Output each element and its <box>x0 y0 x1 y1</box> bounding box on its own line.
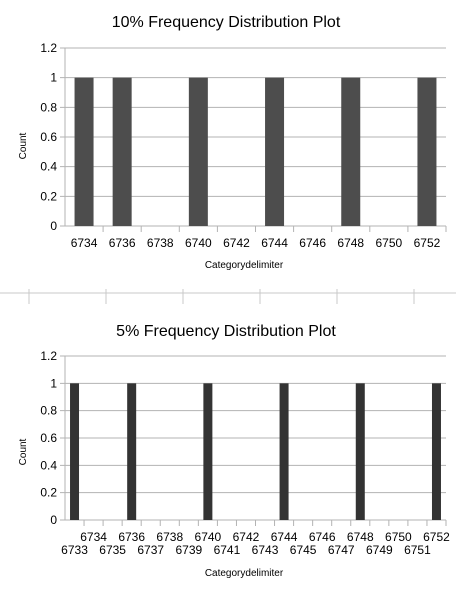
y-tick-label: 1 <box>50 376 57 390</box>
x-tick-label: 6736 <box>118 530 145 544</box>
x-tick-label: 6734 <box>71 236 98 250</box>
x-tick-label: 6740 <box>185 236 212 250</box>
bar-6736 <box>112 77 132 227</box>
bar-6744 <box>265 77 285 227</box>
x-tick-label: 6750 <box>385 530 412 544</box>
x-tick-label: 6751 <box>404 543 431 557</box>
bar-6736 <box>127 383 137 520</box>
y-axis-label: Count <box>18 132 29 159</box>
y-tick-label: 0.2 <box>40 189 57 203</box>
x-tick-label: 6738 <box>156 530 183 544</box>
bar-6748 <box>341 77 361 227</box>
x-tick-label: 6748 <box>347 530 374 544</box>
chart-title: 10% Frequency Distribution Plot <box>112 14 341 31</box>
bar-6734 <box>74 77 94 227</box>
bar-6752 <box>431 383 441 520</box>
x-tick-label: 6743 <box>252 543 279 557</box>
bar-6748 <box>355 383 365 520</box>
y-axis-label: Count <box>18 438 29 465</box>
y-tick-label: 0.2 <box>40 486 57 500</box>
bar-6744 <box>279 383 289 520</box>
y-tick-label: 0.8 <box>40 404 57 418</box>
x-tick-label: 6742 <box>233 530 260 544</box>
x-tick-label: 6735 <box>99 543 126 557</box>
x-tick-label: 6733 <box>61 543 88 557</box>
y-tick-label: 1 <box>50 71 57 85</box>
x-tick-label: 6752 <box>423 530 450 544</box>
y-tick-label: 0 <box>50 513 57 527</box>
y-tick-label: 1.2 <box>40 41 57 55</box>
x-tick-label: 6747 <box>328 543 355 557</box>
x-tick-label: 6746 <box>309 530 336 544</box>
x-tick-label: 6746 <box>299 236 326 250</box>
x-tick-label: 6739 <box>175 543 202 557</box>
chart-10-percent: 10% Frequency Distribution Plot 0 0.2 0.4 0… <box>18 14 447 271</box>
bar-6752 <box>417 77 437 227</box>
x-tick-label: 6749 <box>366 543 393 557</box>
x-tick-label: 6738 <box>147 236 174 250</box>
y-tick-label: 0.6 <box>40 130 57 144</box>
x-tick-label: 6752 <box>414 236 441 250</box>
x-tick-label: 6742 <box>223 236 250 250</box>
bar-6733 <box>70 383 80 520</box>
x-tick-label: 6736 <box>109 236 136 250</box>
x-tick-label: 6745 <box>290 543 317 557</box>
x-tick-label: 6748 <box>337 236 364 250</box>
x-axis-label: Categorydelimiter <box>205 260 284 271</box>
x-tick-label: 6740 <box>195 530 222 544</box>
separator <box>0 289 456 304</box>
y-tick-label: 0 <box>50 219 57 233</box>
x-tick-label: 6744 <box>271 530 298 544</box>
x-axis-label: Categorydelimiter <box>205 568 284 579</box>
y-tick-label: 1.2 <box>40 349 57 363</box>
y-tick-label: 0.8 <box>40 100 57 114</box>
bar-6740 <box>188 77 208 227</box>
x-tick-label: 6750 <box>375 236 402 250</box>
y-tick-label: 0.6 <box>40 431 57 445</box>
x-tick-label: 6737 <box>137 543 164 557</box>
x-tick-label: 6741 <box>214 543 241 557</box>
y-tick-label: 0.4 <box>40 458 57 472</box>
y-tick-label: 0.4 <box>40 160 57 174</box>
x-tick-label: 6744 <box>261 236 288 250</box>
x-tick-label: 6734 <box>80 530 107 544</box>
chart-title: 5% Frequency Distribution Plot <box>116 323 336 340</box>
chart-5-percent: 5% Frequency Distribution Plot 0 0.2 0.4 0.… <box>18 323 450 579</box>
bar-6740 <box>203 383 213 520</box>
